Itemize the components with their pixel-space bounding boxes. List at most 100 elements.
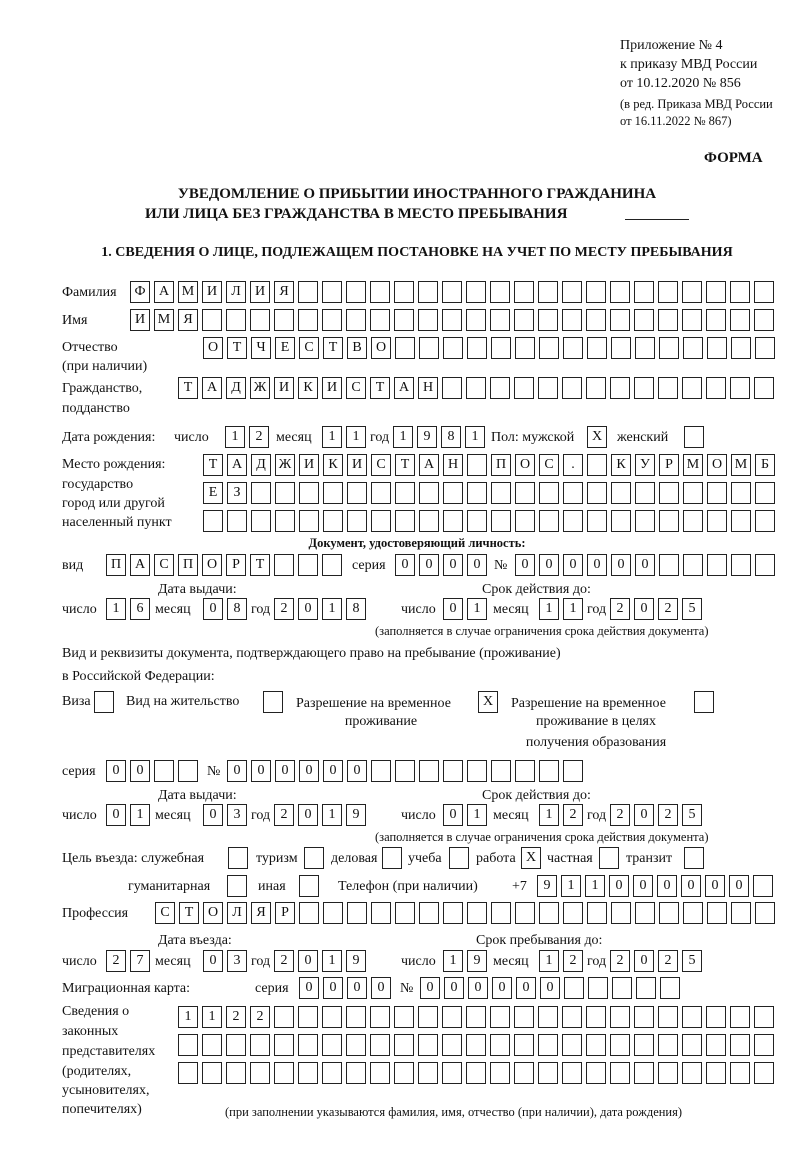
- char-box[interactable]: 0: [633, 875, 653, 897]
- char-box[interactable]: [395, 510, 415, 532]
- char-box[interactable]: [298, 281, 318, 303]
- char-box[interactable]: [274, 309, 294, 331]
- char-box[interactable]: [178, 1062, 198, 1084]
- char-box[interactable]: [683, 902, 703, 924]
- char-box[interactable]: 0: [275, 760, 295, 782]
- char-box[interactable]: 8: [227, 598, 247, 620]
- char-box[interactable]: А: [130, 554, 150, 576]
- char-box[interactable]: [658, 1034, 678, 1056]
- char-box[interactable]: [636, 977, 656, 999]
- char-box[interactable]: 5: [682, 598, 702, 620]
- char-box[interactable]: [539, 510, 559, 532]
- char-box[interactable]: [322, 309, 342, 331]
- char-box[interactable]: [466, 377, 486, 399]
- char-box[interactable]: [491, 902, 511, 924]
- char-box[interactable]: [419, 510, 439, 532]
- char-box[interactable]: [275, 510, 295, 532]
- char-box[interactable]: [731, 482, 751, 504]
- char-box[interactable]: [370, 1034, 390, 1056]
- char-box[interactable]: 2: [226, 1006, 246, 1028]
- char-box[interactable]: 0: [323, 760, 343, 782]
- char-box[interactable]: [347, 510, 367, 532]
- char-box[interactable]: [394, 309, 414, 331]
- char-box[interactable]: Т: [370, 377, 390, 399]
- char-box[interactable]: Т: [227, 337, 247, 359]
- char-box[interactable]: А: [419, 454, 439, 476]
- char-box[interactable]: [490, 1034, 510, 1056]
- char-box[interactable]: 0: [420, 977, 440, 999]
- char-box[interactable]: [515, 337, 535, 359]
- char-box[interactable]: 0: [492, 977, 512, 999]
- char-box[interactable]: 0: [587, 554, 607, 576]
- char-box[interactable]: [588, 977, 608, 999]
- char-box[interactable]: 2: [563, 950, 583, 972]
- char-box[interactable]: 0: [299, 760, 319, 782]
- char-box[interactable]: .: [563, 454, 583, 476]
- char-box[interactable]: 2: [658, 804, 678, 826]
- char-box[interactable]: 9: [346, 950, 366, 972]
- char-box[interactable]: И: [299, 454, 319, 476]
- char-box[interactable]: [394, 1006, 414, 1028]
- char-box[interactable]: 1: [539, 950, 559, 972]
- char-box[interactable]: [683, 554, 703, 576]
- char-box[interactable]: И: [347, 454, 367, 476]
- char-box[interactable]: Ч: [251, 337, 271, 359]
- char-box[interactable]: [491, 510, 511, 532]
- char-box[interactable]: [539, 482, 559, 504]
- char-box[interactable]: [658, 1062, 678, 1084]
- char-box[interactable]: [562, 309, 582, 331]
- char-box[interactable]: 5: [682, 950, 702, 972]
- char-box[interactable]: [683, 510, 703, 532]
- char-box[interactable]: [707, 510, 727, 532]
- char-box[interactable]: 2: [610, 598, 630, 620]
- char-box[interactable]: [635, 482, 655, 504]
- char-box[interactable]: 0: [609, 875, 629, 897]
- char-box[interactable]: Т: [178, 377, 198, 399]
- char-box[interactable]: [442, 309, 462, 331]
- char-box[interactable]: [419, 760, 439, 782]
- char-box[interactable]: [563, 337, 583, 359]
- char-box[interactable]: Т: [203, 454, 223, 476]
- char-box[interactable]: [694, 691, 714, 713]
- char-box[interactable]: [323, 510, 343, 532]
- char-box[interactable]: [394, 1034, 414, 1056]
- char-box[interactable]: М: [683, 454, 703, 476]
- char-box[interactable]: 0: [106, 804, 126, 826]
- char-box[interactable]: 0: [657, 875, 677, 897]
- char-box[interactable]: 0: [705, 875, 725, 897]
- char-box[interactable]: [586, 1062, 606, 1084]
- char-box[interactable]: 6: [130, 598, 150, 620]
- char-box[interactable]: 1: [106, 598, 126, 620]
- char-box[interactable]: [611, 482, 631, 504]
- char-box[interactable]: 0: [371, 977, 391, 999]
- char-box[interactable]: 0: [203, 598, 223, 620]
- char-box[interactable]: [539, 337, 559, 359]
- char-box[interactable]: 0: [298, 950, 318, 972]
- char-box[interactable]: [587, 902, 607, 924]
- char-box[interactable]: [587, 482, 607, 504]
- char-box[interactable]: [371, 760, 391, 782]
- char-box[interactable]: 9: [537, 875, 557, 897]
- char-box[interactable]: [684, 426, 704, 448]
- char-box[interactable]: П: [178, 554, 198, 576]
- char-box[interactable]: 0: [130, 760, 150, 782]
- char-box[interactable]: 1: [467, 804, 487, 826]
- char-box[interactable]: [467, 760, 487, 782]
- char-box[interactable]: 0: [729, 875, 749, 897]
- char-box[interactable]: 1: [585, 875, 605, 897]
- char-box[interactable]: [635, 510, 655, 532]
- char-box[interactable]: Ж: [275, 454, 295, 476]
- char-box[interactable]: [562, 1034, 582, 1056]
- char-box[interactable]: [706, 281, 726, 303]
- char-box[interactable]: [304, 847, 324, 869]
- char-box[interactable]: [731, 902, 751, 924]
- char-box[interactable]: Т: [250, 554, 270, 576]
- char-box[interactable]: [94, 691, 114, 713]
- char-box[interactable]: [634, 377, 654, 399]
- char-box[interactable]: И: [130, 309, 150, 331]
- char-box[interactable]: [443, 760, 463, 782]
- char-box[interactable]: Б: [755, 454, 775, 476]
- char-box[interactable]: [490, 309, 510, 331]
- char-box[interactable]: А: [154, 281, 174, 303]
- char-box[interactable]: [660, 977, 680, 999]
